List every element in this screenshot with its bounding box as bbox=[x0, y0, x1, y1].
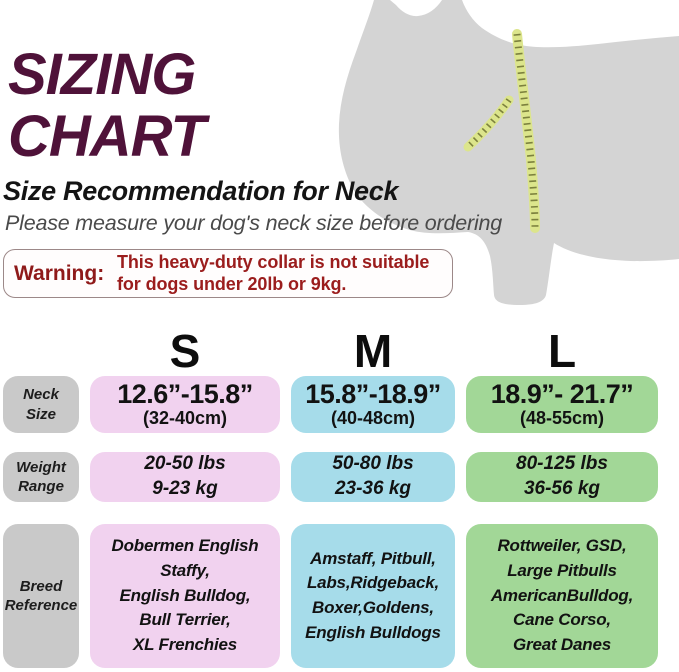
row-label-breed-reference: Breed Reference bbox=[3, 524, 79, 668]
dog-body-shape bbox=[338, 0, 679, 305]
column-header-l: L bbox=[547, 325, 577, 377]
breed-reference-m: Amstaff, Pitbull, Labs,Ridgeback, Boxer,… bbox=[305, 548, 441, 642]
size-column-headers: S M L bbox=[3, 328, 658, 374]
measure-note: Please measure your dog's neck size befo… bbox=[5, 211, 503, 235]
row-label-neck-size: Neck Size bbox=[3, 376, 79, 433]
breed-reference-cell-m: Amstaff, Pitbull, Labs,Ridgeback, Boxer,… bbox=[291, 524, 455, 668]
neck-size-l-inches: 18.9”- 21.7” bbox=[490, 379, 634, 410]
warning-label: Warning: bbox=[14, 261, 105, 285]
weight-range-s: 20-50 lbs 9-23 kg bbox=[144, 453, 226, 499]
weight-range-m: 50-80 lbs 23-36 kg bbox=[332, 453, 414, 499]
weight-range-l: 80-125 lbs 36-56 kg bbox=[516, 453, 608, 499]
weight-range-row: Weight Range 20-50 lbs 9-23 kg 50-80 lbs… bbox=[3, 452, 658, 502]
column-header-s: S bbox=[169, 325, 201, 377]
neck-size-s-inches: 12.6”-15.8” bbox=[117, 379, 253, 410]
weight-range-cell-l: 80-125 lbs 36-56 kg bbox=[466, 452, 658, 502]
neck-size-m-inches: 15.8”-18.9” bbox=[305, 379, 441, 410]
row-label-weight-range: Weight Range bbox=[3, 452, 79, 502]
neck-size-s-cm: (32-40cm) bbox=[142, 407, 228, 428]
page-subtitle: Size Recommendation for Neck bbox=[3, 176, 399, 206]
weight-range-cell-s: 20-50 lbs 9-23 kg bbox=[90, 452, 280, 502]
weight-range-cell-m: 50-80 lbs 23-36 kg bbox=[291, 452, 455, 502]
page-title: SIZING CHART bbox=[8, 42, 206, 169]
measuring-tape-icon bbox=[463, 29, 540, 233]
breed-reference-cell-l: Rottweiler, GSD, Large Pitbulls American… bbox=[466, 524, 658, 668]
neck-size-cell-s: 12.6”-15.8” (32-40cm) bbox=[90, 376, 280, 433]
column-header-m: M bbox=[353, 325, 393, 377]
breed-reference-l: Rottweiler, GSD, Large Pitbulls American… bbox=[490, 536, 634, 654]
neck-size-l-cm: (48-55cm) bbox=[519, 407, 605, 428]
breed-reference-row: Breed Reference Dobermen English Staffy,… bbox=[3, 524, 658, 668]
warning-message: This heavy-duty collar is not suitable f… bbox=[117, 252, 430, 294]
breed-reference-cell-s: Dobermen English Staffy, English Bulldog… bbox=[90, 524, 280, 668]
breed-reference-s: Dobermen English Staffy, English Bulldog… bbox=[111, 536, 259, 654]
warning-box: Warning: This heavy-duty collar is not s… bbox=[3, 249, 453, 298]
header-spacer bbox=[3, 328, 79, 374]
neck-size-cell-l: 18.9”- 21.7” (48-55cm) bbox=[466, 376, 658, 433]
neck-size-row: Neck Size 12.6”-15.8” (32-40cm) 15.8”-18… bbox=[3, 376, 658, 433]
dog-figure bbox=[330, 0, 679, 310]
bulldog-silhouette bbox=[338, 0, 679, 305]
neck-size-cell-m: 15.8”-18.9” (40-48cm) bbox=[291, 376, 455, 433]
neck-size-m-cm: (40-48cm) bbox=[330, 407, 416, 428]
